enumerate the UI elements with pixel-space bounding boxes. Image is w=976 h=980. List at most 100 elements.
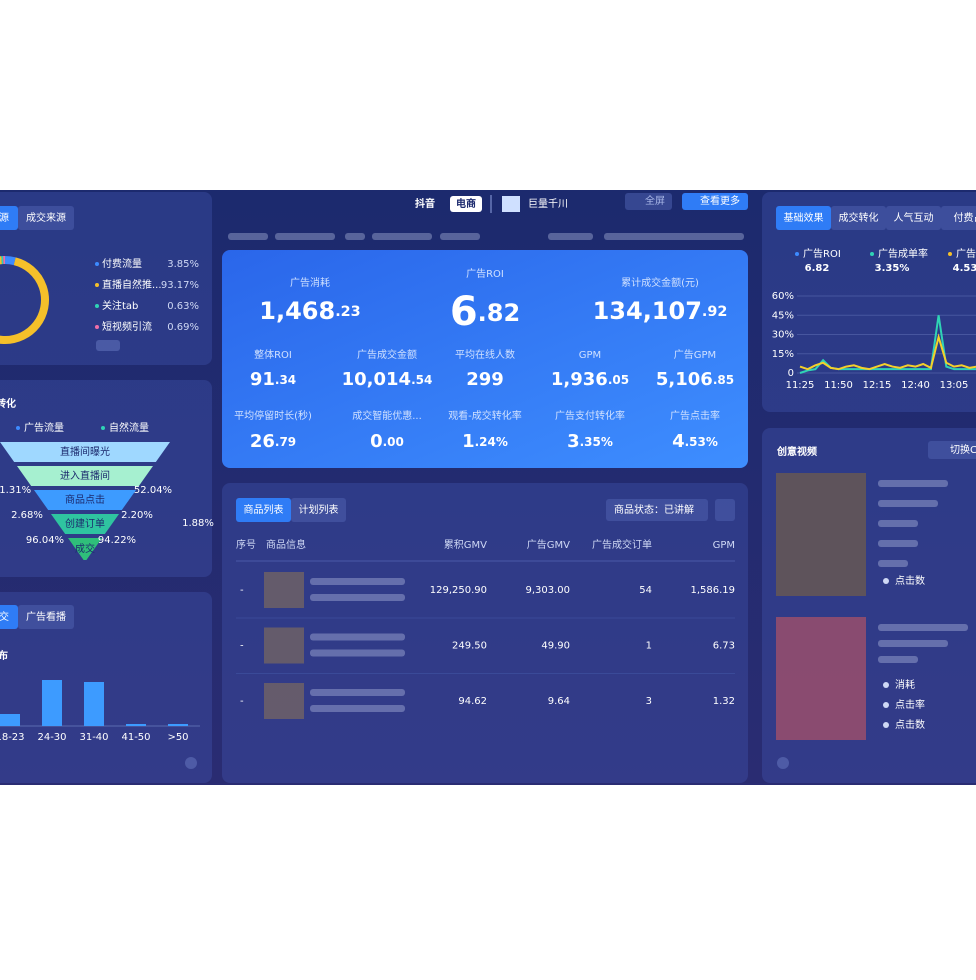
- kpi-label: 平均在线人数: [455, 348, 515, 361]
- blurred-text: [878, 656, 918, 663]
- x-tick-label: 11:50: [824, 380, 853, 391]
- kpi-label: 广告ROI: [466, 267, 504, 280]
- cell: 1.32: [713, 696, 735, 707]
- y-tick-label: 15%: [772, 349, 794, 360]
- prev-button[interactable]: [777, 757, 789, 769]
- kpi-int: 1,468: [259, 297, 335, 325]
- legend-dot: [948, 252, 952, 256]
- kpi-dec: .85: [713, 373, 734, 387]
- cell: -: [240, 696, 244, 707]
- video-thumbnail: [776, 473, 866, 596]
- metric-icon: [883, 722, 889, 728]
- cell: 54: [639, 585, 652, 596]
- cell: -: [240, 641, 244, 652]
- legend-label: 广告成单率: [878, 247, 928, 260]
- stage-label: 成交: [75, 542, 95, 555]
- cell: 3: [646, 696, 652, 707]
- button-label[interactable]: 查看更多: [700, 194, 740, 207]
- kpi-dec: .00: [383, 435, 404, 449]
- kpi-label: 整体ROI: [254, 348, 292, 361]
- next-button[interactable]: [185, 757, 197, 769]
- legend-value: 6.82: [805, 263, 830, 274]
- kpi-int: 6: [450, 289, 478, 335]
- tab-label[interactable]: 成交来源: [26, 211, 66, 224]
- brand-icon: [502, 196, 520, 212]
- legend-dot: [870, 252, 874, 256]
- panel-title: 布: [0, 649, 8, 662]
- kpi-int: 3: [567, 431, 580, 452]
- tab-label[interactable]: 成交转化: [839, 211, 879, 224]
- rate-label: 52.04%: [134, 485, 172, 496]
- rate-label: 2.20%: [121, 510, 153, 521]
- column-header: GPM: [713, 540, 735, 551]
- more-button[interactable]: [96, 340, 120, 351]
- tab-label[interactable]: 人气互动: [894, 211, 934, 224]
- video-thumbnail: [776, 617, 866, 740]
- kpi-int: 1: [462, 431, 475, 452]
- bar: [168, 724, 188, 726]
- tab-label[interactable]: 交: [0, 610, 9, 623]
- blurred-text: [275, 233, 335, 240]
- kpi-label: 累计成交金额(元): [621, 276, 699, 289]
- kpi-label: 成交智能优惠...: [352, 409, 422, 422]
- blurred-text: [878, 560, 908, 567]
- x-tick-label: 13:05: [940, 380, 969, 391]
- blurred-text: [310, 578, 405, 585]
- blurred-text: [878, 480, 948, 487]
- bar: [126, 724, 146, 726]
- cell: 1,586.19: [690, 585, 735, 596]
- kpi-dec: .54: [411, 373, 432, 387]
- tab-label[interactable]: 广告看播: [26, 610, 66, 623]
- filter-label[interactable]: 商品状态：已讲解: [614, 503, 694, 516]
- kpi-label: 观看-成交转化率: [448, 409, 522, 422]
- tab-label[interactable]: 源: [0, 211, 9, 224]
- metric-label: 点击率: [895, 698, 925, 711]
- column-header: 序号: [236, 538, 256, 551]
- value-label: 93.17%: [161, 280, 199, 291]
- stage-label: 进入直播间: [60, 469, 110, 482]
- blurred-text: [310, 650, 405, 657]
- kpi-int: 0: [370, 431, 383, 452]
- settings-button[interactable]: [715, 499, 735, 521]
- blurred-text: [310, 634, 405, 641]
- tab-label[interactable]: 付费占: [954, 211, 976, 224]
- column-header: 累积GMV: [444, 539, 487, 551]
- column-header: 广告GMV: [527, 538, 570, 551]
- legend-label: 自然流量: [109, 421, 149, 434]
- button-label[interactable]: 全屏: [645, 194, 665, 207]
- kpi-int: 91: [250, 369, 275, 390]
- rate-label: 94.22%: [98, 535, 136, 546]
- donut-segment: [5, 260, 15, 261]
- kpi-label: 广告成交金额: [357, 348, 417, 361]
- blurred-text: [310, 594, 405, 601]
- value-label: 0.69%: [167, 322, 199, 333]
- x-tick-label: 41-50: [121, 732, 150, 743]
- cell: -: [240, 585, 244, 596]
- cell: 6.73: [713, 641, 735, 652]
- blurred-text: [878, 540, 918, 547]
- button-label[interactable]: 切换C: [950, 443, 976, 456]
- legend-dot: [95, 262, 99, 266]
- legend-dot: [95, 283, 99, 287]
- kpi-label: 广告点击率: [670, 409, 720, 422]
- y-tick-label: 30%: [772, 330, 794, 341]
- legend-label: 广告ROI: [803, 247, 841, 260]
- tab-label[interactable]: 商品列表: [244, 503, 284, 516]
- kpi-label: 广告消耗: [290, 276, 330, 289]
- kpi-dec: .05: [608, 373, 629, 387]
- bar: [0, 714, 20, 726]
- legend-dot: [95, 304, 99, 308]
- tab-label[interactable]: 计划列表: [299, 503, 339, 516]
- x-tick-label: 12:40: [901, 380, 930, 391]
- cell: 129,250.90: [430, 585, 487, 596]
- kpi-dec: .92: [702, 304, 728, 320]
- kpi-int: 26: [250, 431, 275, 452]
- blurred-text: [310, 689, 405, 696]
- kpi-int: 134,107: [593, 297, 702, 325]
- column-header: 广告成交订单: [592, 538, 652, 551]
- tab-label[interactable]: 基础效果: [784, 211, 824, 224]
- value-label: 3.85%: [167, 259, 199, 270]
- kpi-value: 299: [466, 369, 504, 390]
- brand: 巨量千川: [528, 198, 568, 210]
